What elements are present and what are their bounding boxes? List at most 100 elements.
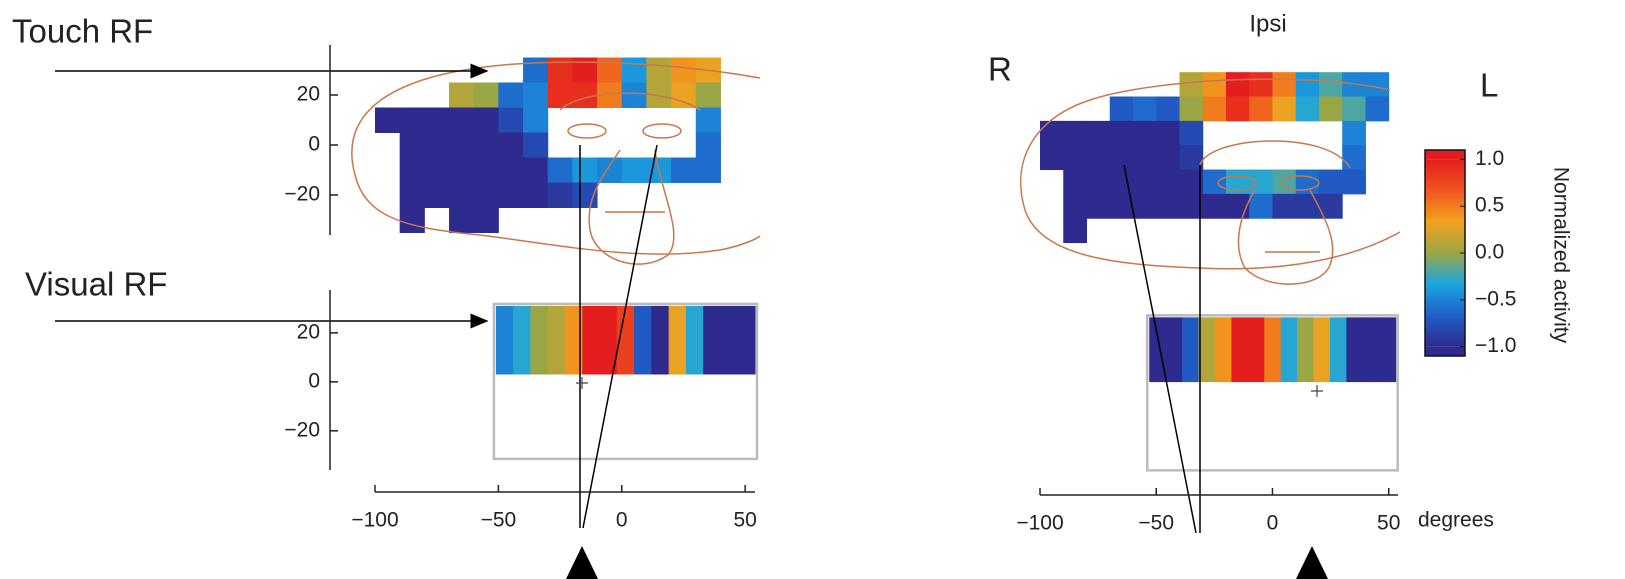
- touch-cell: [523, 107, 549, 133]
- touch-cell: [449, 157, 475, 183]
- touch-cell: [1295, 96, 1320, 122]
- x-tick-label: 50: [1377, 512, 1400, 535]
- touch-cell: [1063, 218, 1087, 244]
- touch-cell: [449, 107, 475, 133]
- colorbar-tick-label: −1.0: [1475, 334, 1516, 357]
- touch-cell: [1179, 193, 1204, 219]
- visual-cell: [703, 305, 721, 375]
- touch-cell: [1109, 169, 1134, 195]
- x-tick-label: 0: [616, 509, 628, 532]
- touch-cell: [449, 182, 475, 208]
- touch-cell: [1318, 193, 1343, 219]
- colorbar-tick-label: −0.5: [1475, 287, 1516, 310]
- visual-cell: [1280, 317, 1298, 383]
- touch-cell: [523, 57, 549, 83]
- visual-frame: [492, 302, 759, 461]
- touch-cell: [1179, 120, 1204, 146]
- touch-cell: [399, 207, 425, 233]
- touch-cell: [1179, 72, 1204, 98]
- y-tick-label: 0: [308, 133, 320, 156]
- touch-cell: [1179, 145, 1204, 171]
- touch-cell: [1342, 169, 1366, 195]
- touch-cell: [399, 132, 425, 158]
- face-outline-right: [1020, 78, 1401, 285]
- touch-cell: [399, 157, 425, 183]
- touch-cell: [1156, 193, 1180, 219]
- colorbar-tick-label: 0.0: [1475, 241, 1504, 264]
- touch-cell: [1132, 96, 1157, 122]
- touch-cell: [375, 107, 401, 133]
- visual-frame: [1146, 314, 1399, 472]
- touch-cell: [1225, 96, 1250, 122]
- x-tick-label: −50: [481, 509, 517, 532]
- touch-cell: [1249, 193, 1273, 219]
- touch-cell: [1132, 193, 1157, 219]
- crosshair: [576, 377, 1323, 397]
- touch-cell: [1156, 96, 1180, 122]
- touch-cell: [695, 157, 721, 183]
- visual-cell: [1379, 317, 1397, 383]
- touch-cell: [1040, 120, 1064, 146]
- visual-cell: [1247, 317, 1265, 383]
- visual-cell: [1264, 317, 1282, 383]
- touch-cell: [646, 57, 672, 83]
- visual-cell: [599, 305, 618, 375]
- touch-cell: [695, 132, 721, 158]
- touch-cell: [1179, 169, 1204, 195]
- touch-cell: [1295, 193, 1320, 219]
- touch-cell: [547, 157, 573, 183]
- fixation-marker: [1296, 546, 1328, 579]
- touch-cell: [1132, 169, 1157, 195]
- touch-cell: [473, 207, 499, 233]
- touch-cell: [671, 82, 697, 108]
- touch-cell: [1109, 193, 1134, 219]
- touch-cell: [1249, 72, 1273, 98]
- touch-cell: [1063, 193, 1087, 219]
- visual-cell: [1182, 317, 1200, 383]
- colorbar-tick-label: 1.0: [1475, 147, 1504, 170]
- touch-cell: [498, 157, 524, 183]
- touch-cell: [1156, 169, 1180, 195]
- visual-cell: [1297, 317, 1315, 383]
- touch-cell: [1272, 96, 1297, 122]
- touch-cell: [1132, 120, 1157, 146]
- touch-cell: [1063, 169, 1087, 195]
- touch-cell: [1342, 72, 1366, 98]
- touch-cell: [1295, 72, 1320, 98]
- touch-cell: [498, 107, 524, 133]
- side-label: L: [1480, 67, 1498, 104]
- visual-cell: [1165, 317, 1183, 383]
- y-tick-label: 0: [308, 369, 320, 392]
- touch-cell: [695, 107, 721, 133]
- visual-cell: [651, 305, 670, 375]
- touch-cell: [498, 182, 524, 208]
- colorbar-gradient: [1425, 159, 1465, 347]
- touch-cell: [1202, 169, 1227, 195]
- touch-cell: [621, 57, 647, 83]
- touch-cell: [1202, 193, 1227, 219]
- y-tick-label: −20: [284, 183, 320, 206]
- touch-cell: [547, 57, 573, 83]
- panel-title: Ipsi: [1249, 10, 1286, 37]
- touch-cell: [1318, 169, 1343, 195]
- visual-cell: [582, 305, 601, 375]
- colorbar-top: [1425, 150, 1465, 160]
- colorbar: 1.0 0.5 0.0 −0.5 −1.0 Normalized activity: [1424, 147, 1572, 357]
- colorbar-label: Normalized activity: [1549, 167, 1572, 344]
- touch-cell: [1249, 96, 1273, 122]
- touch-cell: [1132, 145, 1157, 171]
- colorbar-bottom: [1425, 346, 1465, 356]
- touch-cell: [449, 132, 475, 158]
- touch-cell: [523, 157, 549, 183]
- touch-cell: [671, 157, 697, 183]
- touch-cell: [1063, 145, 1087, 171]
- touch-cell: [449, 207, 475, 233]
- visual-cell: [685, 305, 704, 375]
- x-tick-label: −50: [1138, 512, 1174, 535]
- touch-cell: [424, 107, 450, 133]
- touch-cell: [1272, 193, 1297, 219]
- touch-cell: [473, 82, 499, 108]
- visual-cell: [737, 305, 756, 375]
- touch-cell: [1156, 145, 1180, 171]
